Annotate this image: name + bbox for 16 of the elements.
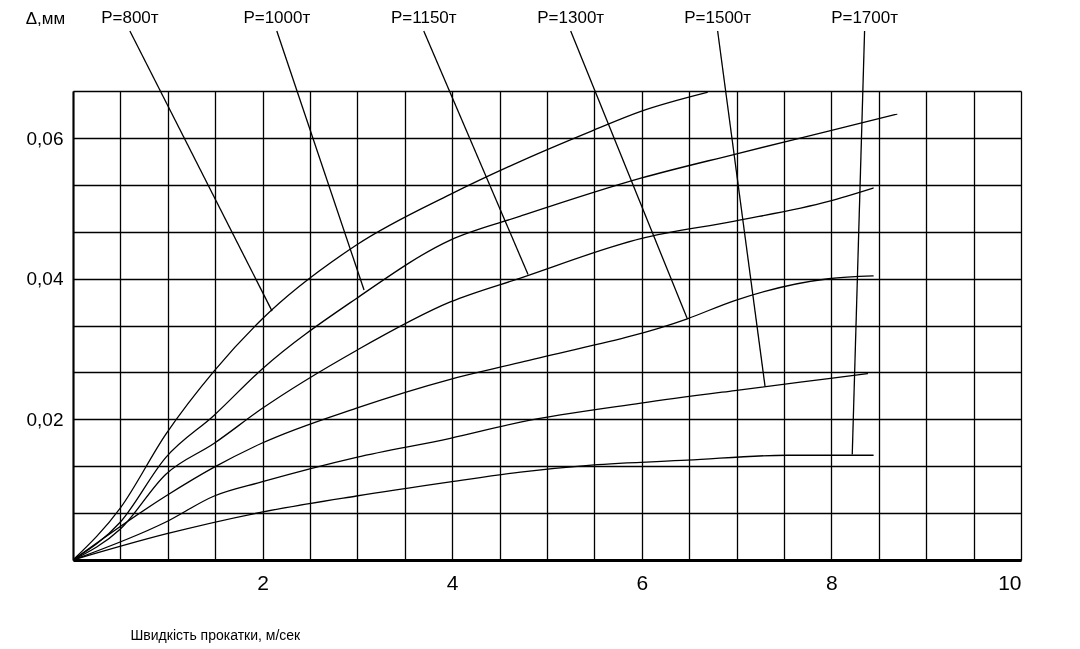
annotation: P=1000т (243, 8, 311, 27)
y-tick-label: 0,06 (26, 127, 64, 149)
y-tick-label: 0,02 (26, 408, 64, 430)
annotation: P=1500т (684, 8, 752, 27)
y-axis-title: Δ,мм (25, 8, 66, 28)
x-axis-title: Швидкість прокатки, м/сек (130, 626, 302, 643)
annotation: P=1150т (390, 8, 457, 27)
x-tick-label: 4 (446, 570, 459, 594)
annotation: P=1700т (831, 8, 899, 27)
x-tick-label: 10 (998, 570, 1022, 594)
x-tick-label: 6 (636, 570, 649, 594)
x-tick-label: 8 (826, 570, 838, 594)
x-tick-label: 2 (257, 570, 269, 594)
annotation: P=800т (101, 8, 159, 27)
y-tick-label: 0,04 (26, 268, 64, 290)
annotation: P=1300т (537, 8, 605, 27)
